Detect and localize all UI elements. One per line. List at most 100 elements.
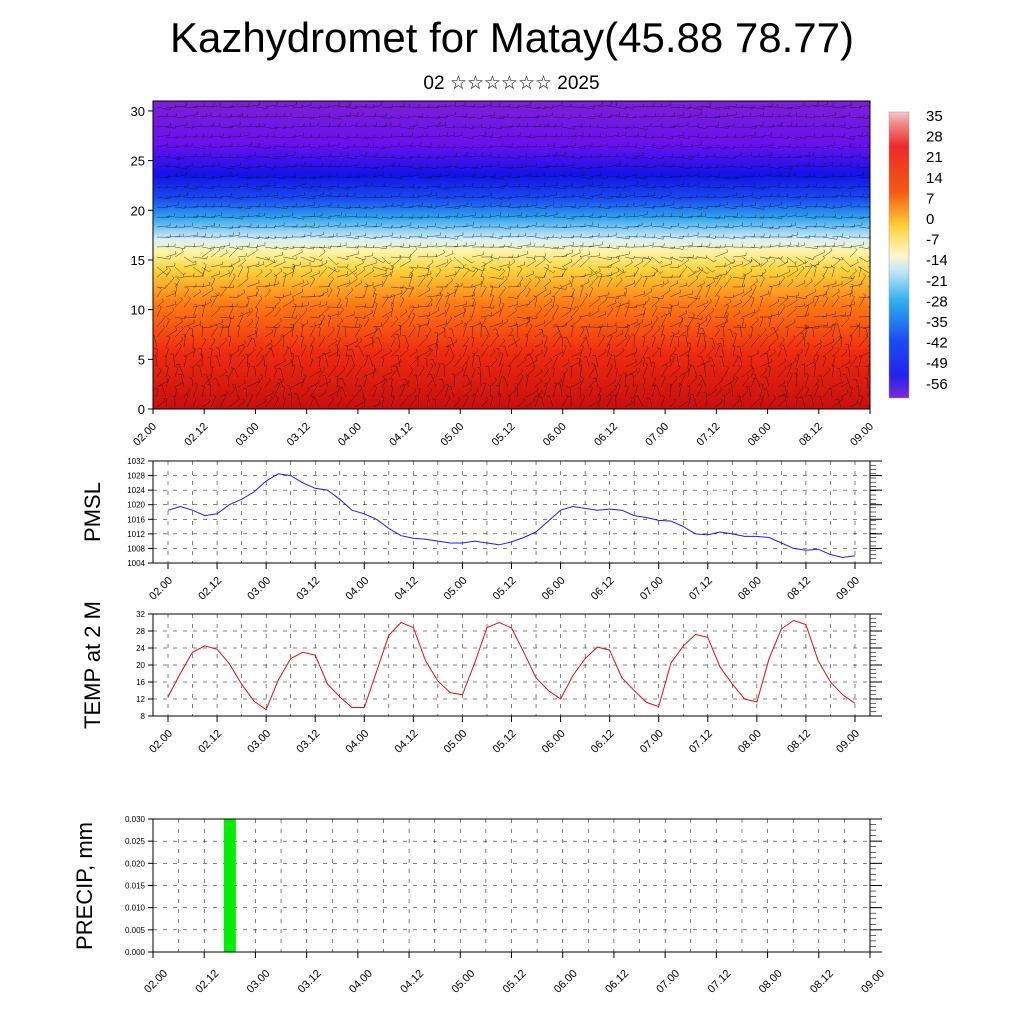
wind-barb [723, 326, 725, 338]
wind-barb-flag [642, 377, 646, 379]
wind-barb-flag [183, 355, 187, 358]
wind-barb-flag [162, 325, 165, 328]
wind-barb [651, 245, 665, 248]
wind-barb [858, 327, 860, 338]
wind-barb [840, 337, 842, 348]
wind-barb [750, 336, 760, 348]
wind-barb [588, 175, 601, 178]
wind-barb [642, 298, 650, 308]
wind-barb-flag [846, 389, 849, 393]
wind-barb [795, 296, 806, 300]
wind-barb [696, 216, 706, 218]
wind-barb-flag [168, 174, 170, 178]
wind-barb-flag [794, 306, 797, 309]
wind-barb [732, 155, 742, 158]
wind-barb-flag [321, 257, 323, 261]
wind-barb-flag [364, 315, 366, 319]
wind-barb [354, 378, 359, 388]
wind-barb-flag [165, 266, 168, 270]
wind-barb [768, 166, 780, 170]
wind-barb-flag [544, 346, 548, 349]
wind-barb [255, 146, 270, 150]
wind-barb [867, 361, 870, 368]
wind-barb-flag [662, 333, 665, 336]
wind-barb [525, 400, 536, 408]
wind-barb [660, 313, 670, 318]
wind-barb [831, 195, 843, 198]
wind-barb [462, 146, 473, 149]
wind-barb [498, 256, 513, 258]
wind-barb [237, 105, 249, 108]
wind-barb [642, 105, 654, 108]
wind-barb-flag [336, 384, 340, 387]
wind-barb-flag [215, 293, 218, 296]
wind-barb [381, 317, 390, 328]
wind-barb-flag [572, 287, 575, 291]
wind-barb [417, 289, 430, 298]
wind-barb-flag [367, 136, 370, 140]
wind-barb [651, 156, 663, 160]
wind-barb [723, 226, 733, 229]
wind-barb [183, 289, 190, 298]
wind-barb-flag [310, 268, 313, 272]
wind-barb [615, 106, 626, 110]
wind-barb-flag [329, 378, 331, 382]
wind-barb-flag [402, 285, 404, 289]
wind-barb [480, 166, 491, 168]
wind-barb [696, 324, 700, 338]
wind-barb [489, 322, 503, 328]
wind-barb [417, 176, 432, 179]
wind-barb [234, 384, 239, 398]
wind-barb-flag [564, 214, 566, 218]
wind-barb-flag [712, 307, 715, 311]
wind-barb-flag [483, 194, 485, 198]
wind-barb [642, 275, 655, 278]
wind-barb [660, 396, 665, 408]
wind-barb-flag [303, 344, 307, 347]
wind-barb-flag [199, 325, 203, 327]
wind-barb [180, 374, 185, 388]
wind-barb [183, 298, 191, 308]
wind-barb [795, 268, 805, 278]
wind-barb [192, 206, 207, 208]
wind-barb [560, 384, 563, 398]
wind-barb-flag [790, 166, 793, 170]
wind-barb [543, 136, 557, 138]
wind-barb [218, 347, 221, 358]
wind-barb [696, 302, 708, 308]
wind-barb-flag [804, 144, 806, 148]
wind-barb-flag [489, 224, 491, 228]
wind-barb [831, 146, 843, 149]
wind-barb-flag [481, 115, 483, 119]
wind-barb [702, 328, 707, 338]
wind-barb-flag [175, 365, 179, 368]
wind-barb [516, 105, 531, 108]
wind-barb [192, 155, 205, 158]
wind-barb-flag [689, 165, 692, 169]
wind-barb-flag [440, 286, 444, 290]
wind-barb-flag [705, 125, 708, 129]
wind-barb-flag [546, 264, 550, 267]
wind-barb [678, 312, 687, 318]
wind-barb-flag [165, 347, 169, 350]
wind-barb [255, 289, 260, 298]
wind-barb [642, 337, 646, 348]
wind-barb [156, 266, 167, 275]
wind-barb [579, 106, 594, 110]
wind-barb-flag [725, 312, 729, 315]
wind-barb [651, 164, 665, 168]
wind-barb [606, 296, 619, 299]
wind-barb-flag [338, 134, 340, 138]
wind-barb-flag [483, 316, 486, 319]
wind-barb-flag [401, 297, 405, 300]
wind-barb [462, 185, 473, 188]
wind-barb-flag [779, 146, 781, 149]
wind-barb-flag [248, 165, 251, 169]
wind-barb-flag [193, 396, 197, 399]
wind-barb-flag [209, 347, 213, 350]
wind-barb-flag [381, 357, 385, 359]
wind-barb [660, 326, 665, 338]
wind-barb [156, 306, 162, 318]
wind-barb [345, 186, 356, 189]
wind-barb-flag [828, 367, 831, 370]
